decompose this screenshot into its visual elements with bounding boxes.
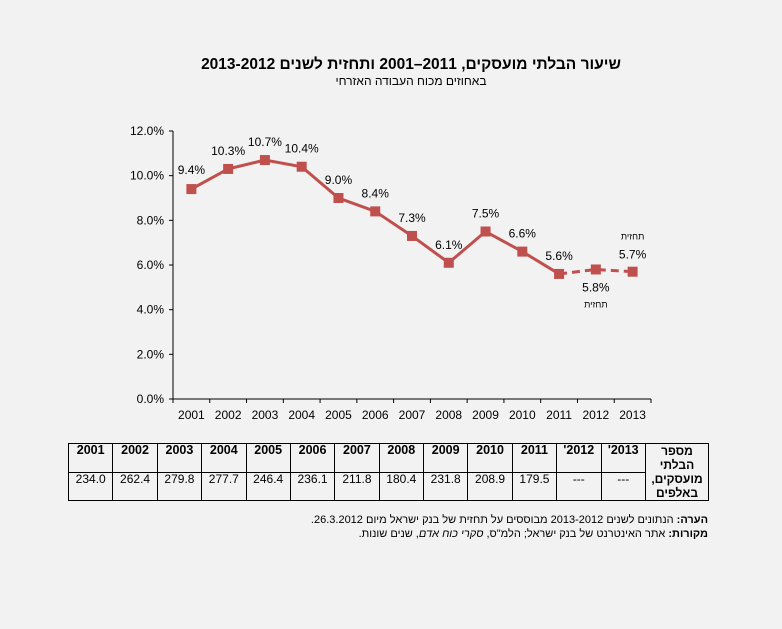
- table-header-cell: 2013': [600, 443, 646, 473]
- line-chart: 0.0%2.0%4.0%6.0%8.0%10.0%12.0% 2001 2002 2…: [130, 124, 652, 422]
- y-tick-label: 4.0%: [137, 303, 165, 317]
- data-labels: 9.4% 10.3%10.7% 10.4% 9.0% 8.4% 7.3% 6.1% 7.5% 6…: [178, 135, 647, 294]
- table-value-cell: ---: [556, 471, 602, 501]
- table-value-cell: 231.8: [422, 471, 469, 501]
- table-header-cell: 2008: [378, 443, 425, 473]
- data-point-marker: [480, 226, 491, 237]
- data-label: 9.4%: [178, 163, 206, 177]
- note-label: הערה:: [676, 514, 708, 526]
- note-line: הערה: הנתונים לשנים 2013-2012 מבוססים על…: [240, 513, 708, 527]
- data-label: 10.3%: [211, 144, 245, 158]
- y-tick-label: 2.0%: [137, 347, 165, 361]
- x-tick-label: 2009: [472, 408, 499, 422]
- sources-label: מקורות:: [668, 528, 708, 540]
- data-label: 5.7%: [619, 248, 647, 262]
- forecast-annotation: תחזית: [621, 232, 644, 242]
- x-tick-label: 2005: [325, 408, 352, 422]
- table-header-cell: 2007: [334, 443, 380, 473]
- series-markers: [186, 155, 638, 279]
- data-point-marker: [443, 257, 454, 268]
- table-value-cell: 208.9: [467, 471, 513, 501]
- x-tick-label: 2006: [362, 408, 389, 422]
- x-tick-label: 2010: [509, 408, 536, 422]
- table-value-cell: 179.5: [511, 471, 558, 501]
- table-value-cell: 246.4: [245, 471, 291, 501]
- x-tick-label: 2008: [435, 408, 462, 422]
- x-tick-label: 2001: [178, 408, 205, 422]
- table-header-cell: 2002: [112, 443, 158, 473]
- x-tick-label: 2003: [252, 408, 279, 422]
- table-value-cell: 236.1: [289, 471, 336, 501]
- data-point-marker: [554, 268, 565, 279]
- sources-italic: סקרי כוח אדם: [418, 528, 484, 540]
- data-point-marker: [517, 246, 528, 257]
- notes: הערה: הנתונים לשנים 2013-2012 מבוססים על…: [240, 513, 708, 541]
- y-tick-label: 8.0%: [137, 213, 165, 227]
- sources-line: מקורות: אתר האינטרנט של בנק ישראל; הלמ"ס…: [240, 527, 708, 541]
- data-label: 7.3%: [398, 211, 426, 225]
- annotations: תחזית תחזית: [584, 232, 644, 310]
- table-header-cell: 2006: [289, 443, 336, 473]
- data-point-marker: [590, 264, 601, 275]
- table-value-cell: ---: [600, 471, 646, 501]
- data-point-marker: [627, 266, 638, 277]
- data-label: 6.1%: [435, 238, 463, 252]
- unemployed-count-table: 2001 2002 2003 2004 2005 2006 2007 2008 2009 2010…: [67, 443, 709, 501]
- data-point-marker: [370, 206, 381, 217]
- data-point-marker: [407, 230, 417, 241]
- data-point-marker: [296, 161, 307, 172]
- y-tick-label: 0.0%: [137, 392, 165, 406]
- y-tick-label: 12.0%: [130, 124, 164, 138]
- table-value-cell: 211.8: [334, 471, 380, 501]
- x-axis-ticks: 2001 2002 2003 2004 2005 2006 2007 2008 2009 2010…: [172, 399, 652, 422]
- table-value-cell: 262.4: [112, 471, 158, 501]
- data-label: 5.6%: [545, 249, 573, 263]
- y-axis-ticks: 0.0% 2.0% 4.0% 6.0% 8.0% 10.0% 12.0%: [130, 124, 173, 406]
- table-header-cell: 2012': [556, 443, 602, 473]
- x-tick-label: 2004: [288, 408, 315, 422]
- data-label: 8.4%: [362, 186, 390, 200]
- data-label: 10.4%: [285, 142, 319, 156]
- table-header-cell: 2009: [422, 443, 469, 473]
- sources-tail: , שנים שונות.: [358, 528, 419, 540]
- data-point-marker: [223, 163, 234, 174]
- table-header-cell: 2010: [467, 443, 513, 473]
- sources-text: אתר האינטרנט של בנק ישראל; הלמ"ס,: [483, 528, 669, 540]
- data-point-marker: [186, 184, 197, 195]
- table-value-cell: 180.4: [378, 471, 425, 501]
- table-header-cell: 2003: [156, 443, 203, 473]
- table-header-cell: 2011: [511, 443, 558, 473]
- table-value-row: 234.0 262.4 279.8 277.7 246.4 236.1 211.8 180.4…: [67, 471, 709, 501]
- table-value-cell: 279.8: [156, 471, 203, 501]
- data-label: 7.5%: [472, 207, 500, 221]
- data-label: 5.8%: [582, 280, 610, 294]
- y-tick-label: 6.0%: [137, 258, 165, 272]
- x-tick-label: 2013: [619, 408, 646, 422]
- data-label: 10.7%: [248, 135, 282, 149]
- y-tick-label: 10.0%: [130, 169, 164, 183]
- data-label: 6.6%: [509, 227, 537, 241]
- table-value-cell: 234.0: [67, 471, 114, 501]
- table-value-cell: 277.7: [201, 471, 247, 501]
- chart-title: שיעור הבלתי מועסקים, 2011–2001 ותחזית לש…: [201, 56, 621, 73]
- data-point-marker: [259, 155, 270, 166]
- table-header-row: 2001 2002 2003 2004 2005 2006 2007 2008 2009 2010…: [67, 443, 709, 501]
- x-tick-label: 2007: [399, 408, 426, 422]
- x-tick-label: 2011: [546, 408, 572, 422]
- note-text: הנתונים לשנים 2013-2012 מבוססים על תחזית…: [310, 514, 677, 526]
- chart-subtitle: באחוזים מכוח העבודה האזרחי: [335, 74, 487, 88]
- table-row-label: מספר הבלתי מועסקים, באלפים: [645, 443, 709, 501]
- table-header-cell: 2004: [201, 443, 247, 473]
- x-tick-label: 2002: [215, 408, 242, 422]
- forecast-annotation: תחזית: [584, 299, 607, 309]
- data-label: 9.0%: [325, 173, 353, 187]
- data-point-marker: [333, 193, 344, 203]
- series-line-actual: [190, 158, 560, 276]
- table-header-cell: 2005: [245, 443, 291, 473]
- x-tick-label: 2012: [582, 408, 609, 422]
- table-header-cell: 2001: [67, 443, 114, 473]
- chart-axes: [172, 131, 651, 400]
